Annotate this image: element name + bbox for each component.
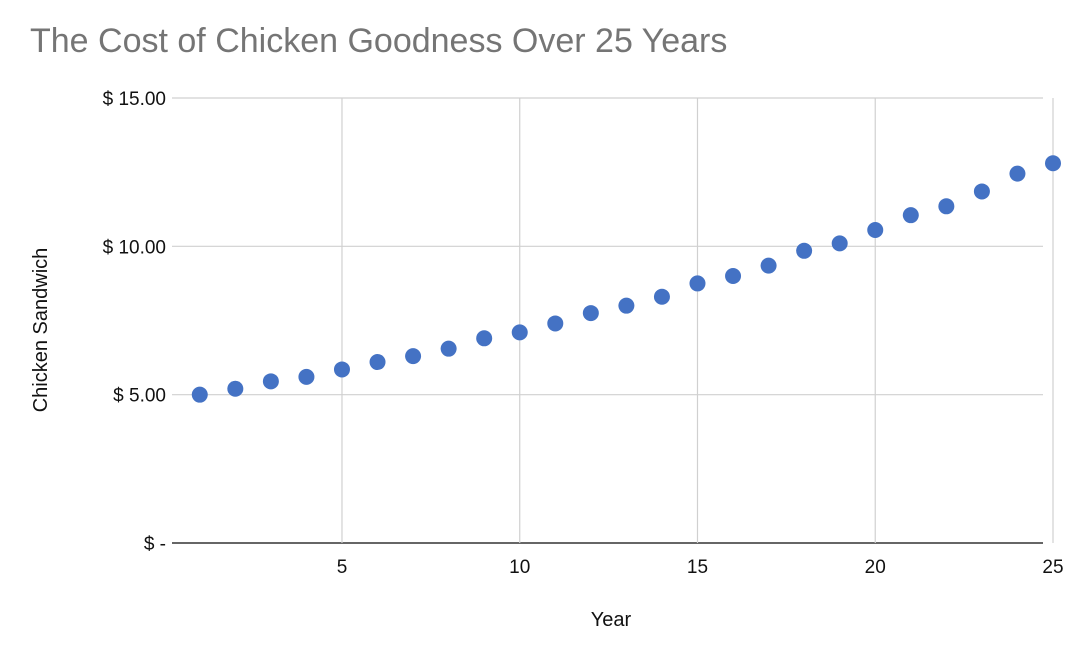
data-point [796, 242, 813, 259]
y-tick-label: $ 10.00 [103, 237, 166, 258]
x-axis-ticks: 5 10 15 20 25 [337, 557, 1064, 578]
data-points [191, 155, 1061, 403]
data-point [582, 305, 599, 322]
data-point [973, 183, 990, 200]
data-point [262, 373, 279, 390]
data-point [1009, 165, 1026, 182]
data-point [191, 386, 208, 403]
data-point [938, 198, 955, 215]
y-tick-label: $ 15.00 [103, 89, 166, 110]
y-tick-label: $ 5.00 [113, 386, 166, 407]
x-tick-label: 10 [509, 557, 530, 578]
data-point [333, 361, 350, 378]
data-point [405, 348, 422, 365]
data-point [227, 380, 244, 397]
data-point [298, 368, 315, 385]
data-point [867, 222, 884, 239]
grid-lines [172, 97, 1054, 544]
data-point [618, 297, 635, 314]
data-point [725, 268, 742, 284]
data-point [1045, 155, 1061, 172]
chart-title: The Cost of Chicken Goodness Over 25 Yea… [30, 22, 728, 60]
data-point [689, 275, 706, 292]
x-tick-label: 20 [865, 557, 886, 578]
x-tick-label: 5 [337, 557, 348, 578]
data-point [653, 288, 670, 305]
y-axis-ticks: $ - $ 5.00 $ 10.00 $ 15.00 [103, 89, 166, 555]
data-point [369, 354, 386, 371]
data-point [760, 257, 777, 274]
data-point [440, 340, 457, 357]
y-tick-label: $ - [144, 534, 166, 555]
data-point [831, 235, 848, 252]
data-point [511, 324, 528, 341]
data-point [547, 315, 564, 332]
x-tick-label: 15 [687, 557, 708, 578]
data-point [476, 330, 493, 347]
data-point [902, 207, 919, 224]
x-axis-label: Year [591, 609, 632, 631]
y-axis-label: Chicken Sandwich [30, 248, 52, 413]
x-tick-label: 25 [1042, 557, 1063, 578]
